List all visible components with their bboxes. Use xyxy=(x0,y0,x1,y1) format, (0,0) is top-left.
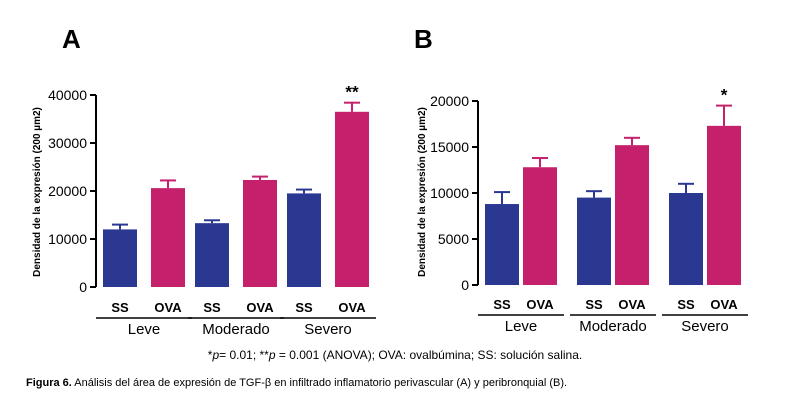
panel-a-significance-mark: ** xyxy=(345,83,359,102)
panel-a-category-label: OVA xyxy=(154,300,182,315)
panel-a-y-tick-label: 30000 xyxy=(48,135,87,151)
footnote-p-var-1: p xyxy=(212,348,220,362)
panel-b-category-label: SS xyxy=(677,297,695,312)
panel-b-category-label: OVA xyxy=(710,297,738,312)
panel-b-group-label: Moderado xyxy=(579,318,647,335)
panel-a-bar-3 xyxy=(195,223,229,287)
figure-caption: Figura 6. Análisis del área de expresión… xyxy=(26,377,567,389)
panel-a-category-label: OVA xyxy=(246,300,274,315)
panel-b-significance-mark: * xyxy=(721,86,728,105)
panel-a-category-label: SS xyxy=(295,300,313,315)
panel-a-bar-4 xyxy=(243,179,277,287)
plot-area-b: 0 5000 10000 15000 20000 SS OVA SS OVA SS OVA * Leve… xyxy=(430,86,748,335)
panel-a-category-label: SS xyxy=(203,300,221,315)
panel-a-group-label: Moderado xyxy=(202,321,270,338)
footnote-p-var-2: p xyxy=(268,348,276,362)
panel-a-bar-2 xyxy=(151,188,185,287)
plot-area-a: 0 10000 20000 30000 40000 SS OVA SS OVA SS OVA ** Le… xyxy=(48,83,376,338)
y-axis-label-a: Densidad de la expresión (200 µm2) xyxy=(32,107,43,277)
panel-b-category-label: SS xyxy=(585,297,603,312)
panel-b: B Densidad de la expresión (200 µm2) 0 50… xyxy=(414,24,748,335)
panel-a-bar-6 xyxy=(335,111,369,287)
panel-b-y-tick-label: 15000 xyxy=(430,139,469,155)
panel-a-y-tick-label: 10000 xyxy=(48,231,87,247)
panel-a-category-label: SS xyxy=(111,300,129,315)
figure-canvas: A Densidad de la expresión (200 µm2) 0 10… xyxy=(32,24,748,338)
caption-label: Figura 6. xyxy=(26,377,72,389)
panel-b-y-tick-label: 5000 xyxy=(438,231,469,247)
footnote-part-1: = 0.01; ** xyxy=(219,348,269,362)
panel-b-group-label: Severo xyxy=(681,318,729,335)
panel-b-y-tick-label: 20000 xyxy=(430,93,469,109)
panel-a-y-tick-label: 40000 xyxy=(48,87,87,103)
panel-letter-a: A xyxy=(62,24,81,54)
panel-b-bar-6 xyxy=(707,125,741,285)
panel-a-category-label: OVA xyxy=(338,300,366,315)
panel-b-bar-5 xyxy=(669,193,703,285)
panel-b-category-label: OVA xyxy=(618,297,646,312)
panel-a-group-label: Leve xyxy=(128,321,161,338)
panel-a-bar-1 xyxy=(103,229,137,287)
caption-text: Análisis del área de expresión de TGF-β … xyxy=(71,377,568,389)
footnote: *p= 0.01; **p = 0.001 (ANOVA); OVA: oval… xyxy=(0,348,790,362)
footnote-part-2: = 0.001 (ANOVA); OVA: ovalbúmina; SS: so… xyxy=(275,348,583,362)
footnote-symbol: * xyxy=(207,348,213,362)
panel-b-y-tick-label: 10000 xyxy=(430,185,469,201)
panel-a: A Densidad de la expresión (200 µm2) 0 10… xyxy=(32,24,376,338)
panel-b-category-label: OVA xyxy=(526,297,554,312)
panel-a-group-label: Severo xyxy=(304,321,352,338)
panel-b-group-label: Leve xyxy=(505,318,538,335)
panel-b-bar-1 xyxy=(485,204,519,285)
panel-letter-b: B xyxy=(414,24,433,54)
panel-a-y-tick-label: 20000 xyxy=(48,183,87,199)
panel-b-bar-2 xyxy=(523,167,557,285)
panel-b-bar-4 xyxy=(615,145,649,285)
panel-a-bar-5 xyxy=(287,193,321,287)
panel-b-category-label: SS xyxy=(493,297,511,312)
y-axis-label-b: Densidad de la expresión (200 µm2) xyxy=(417,107,428,277)
panel-b-y-tick-label: 0 xyxy=(461,277,469,293)
panel-b-bar-3 xyxy=(577,197,611,285)
panel-a-y-tick-label: 0 xyxy=(79,279,87,295)
